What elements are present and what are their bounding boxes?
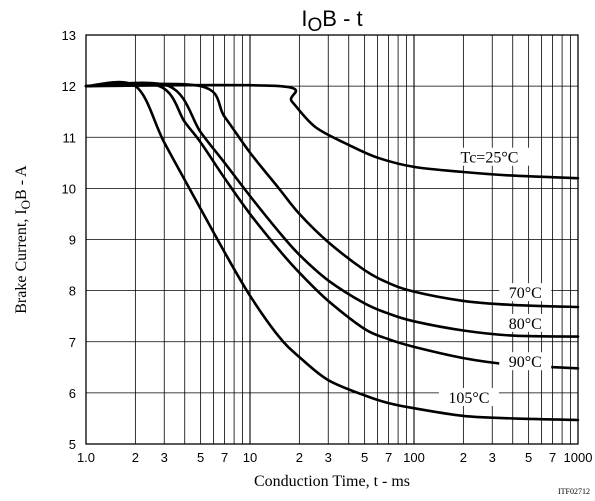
plot-frame [85,34,579,445]
y-tick-label: 6 [69,386,76,401]
y-tick-label: 10 [62,181,76,196]
figure-code: ITF02712 [558,487,590,496]
chart-title-subscript: O [308,15,323,36]
chart-title: IOB - t [301,6,362,36]
x-tick-label: 3 [161,450,168,465]
x-tick-label: 5 [525,450,532,465]
series-label: 80°C [509,316,542,333]
series-line [84,80,580,422]
grid [86,35,578,444]
y-tick-label: 9 [69,233,76,248]
y-tick-label: 7 [69,335,76,350]
series-group [84,80,580,422]
series-labels: Tc=25°C 70°C 80°C 90°C 105°C [438,147,552,407]
x-tick-label: 7 [549,450,556,465]
x-tick-label: 7 [385,450,392,465]
x-tick-label: 100 [403,450,425,465]
series-label: 105°C [448,390,489,407]
series-label-bg [443,147,536,166]
chart-title-prefix: I [301,6,307,31]
y-axis-label-prefix: Brake Current, I [13,209,30,313]
y-tick-label: 8 [69,284,76,299]
x-tick-label: 1.0 [77,450,95,465]
y-axis-label: Brake Current, IOB - A [13,165,33,314]
y-tick-label: 12 [62,79,76,94]
y-axis-label-suffix: B - A [13,165,30,200]
series-label-bg [438,387,499,406]
series-line [84,81,580,338]
x-tick-label: 7 [221,450,228,465]
x-tick-label: 5 [197,450,204,465]
y-tick-label: 11 [63,130,77,145]
series-label: Tc=25°C [461,150,519,167]
series-line [84,82,580,309]
x-tick-label: 1000 [564,450,593,465]
series-line [84,82,580,370]
series-label: 70°C [509,285,542,302]
y-axis-label-subscript: O [18,200,33,209]
chart-title-suffix: B - t [322,6,362,31]
y-tick-label: 13 [62,28,76,43]
series-line [84,83,580,180]
x-tick-label: 2 [296,450,303,465]
tick-labels: 1.0 2 3 5 7 10 2 3 5 7 100 2 3 5 7 1000 5 6 7 8 9 10 11 12 13 [62,28,593,465]
series-label-bg [499,352,552,371]
x-tick-label: 3 [325,450,332,465]
series-label: 90°C [509,354,542,371]
y-tick-label: 5 [69,437,76,452]
x-tick-label: 10 [243,450,257,465]
x-tick-label: 3 [489,450,496,465]
series-label-bg [499,283,552,302]
x-axis-label: Conduction Time, t - ms [254,473,410,490]
x-tick-label: 2 [132,450,139,465]
x-tick-label: 2 [460,450,467,465]
x-tick-label: 5 [361,450,368,465]
series-label-bg [499,313,552,332]
